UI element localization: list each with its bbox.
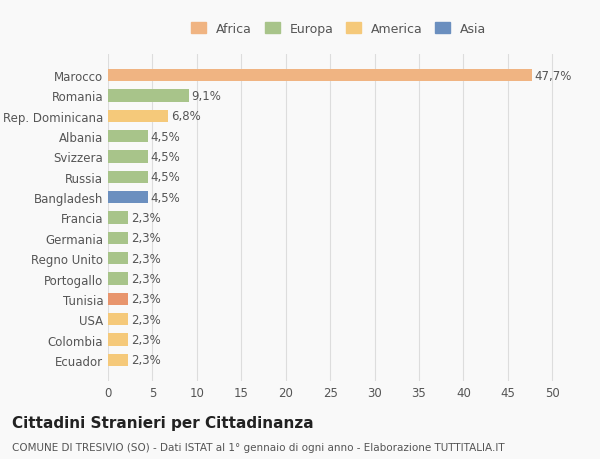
Legend: Africa, Europa, America, Asia: Africa, Europa, America, Asia [188, 19, 490, 39]
Bar [108, 171, 148, 184]
Bar [108, 293, 128, 305]
Bar [108, 70, 532, 82]
Text: 2,3%: 2,3% [131, 333, 161, 346]
Bar [108, 111, 169, 123]
Text: 4,5%: 4,5% [151, 191, 181, 204]
Text: 2,3%: 2,3% [131, 212, 161, 224]
Text: 9,1%: 9,1% [191, 90, 221, 103]
Bar [108, 192, 148, 204]
Text: 6,8%: 6,8% [171, 110, 201, 123]
Text: COMUNE DI TRESIVIO (SO) - Dati ISTAT al 1° gennaio di ogni anno - Elaborazione T: COMUNE DI TRESIVIO (SO) - Dati ISTAT al … [12, 442, 505, 452]
Bar [108, 151, 148, 163]
Bar [108, 334, 128, 346]
Text: 2,3%: 2,3% [131, 293, 161, 306]
Text: 4,5%: 4,5% [151, 130, 181, 143]
Text: 2,3%: 2,3% [131, 272, 161, 285]
Bar [108, 313, 128, 325]
Bar [108, 212, 128, 224]
Text: 2,3%: 2,3% [131, 353, 161, 367]
Bar [108, 90, 189, 102]
Text: 4,5%: 4,5% [151, 151, 181, 164]
Text: 47,7%: 47,7% [535, 69, 572, 83]
Bar [108, 354, 128, 366]
Bar [108, 252, 128, 265]
Bar [108, 273, 128, 285]
Bar [108, 131, 148, 143]
Bar [108, 232, 128, 244]
Text: 2,3%: 2,3% [131, 252, 161, 265]
Text: 2,3%: 2,3% [131, 313, 161, 326]
Text: 4,5%: 4,5% [151, 171, 181, 184]
Text: 2,3%: 2,3% [131, 232, 161, 245]
Text: Cittadini Stranieri per Cittadinanza: Cittadini Stranieri per Cittadinanza [12, 415, 314, 430]
